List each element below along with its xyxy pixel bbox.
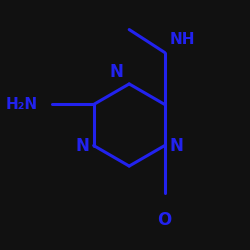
Text: O: O (158, 211, 172, 229)
Text: N: N (76, 136, 89, 154)
Text: NH: NH (170, 32, 195, 47)
Text: H₂N: H₂N (5, 97, 38, 112)
Text: N: N (109, 63, 123, 81)
Text: N: N (169, 136, 183, 154)
